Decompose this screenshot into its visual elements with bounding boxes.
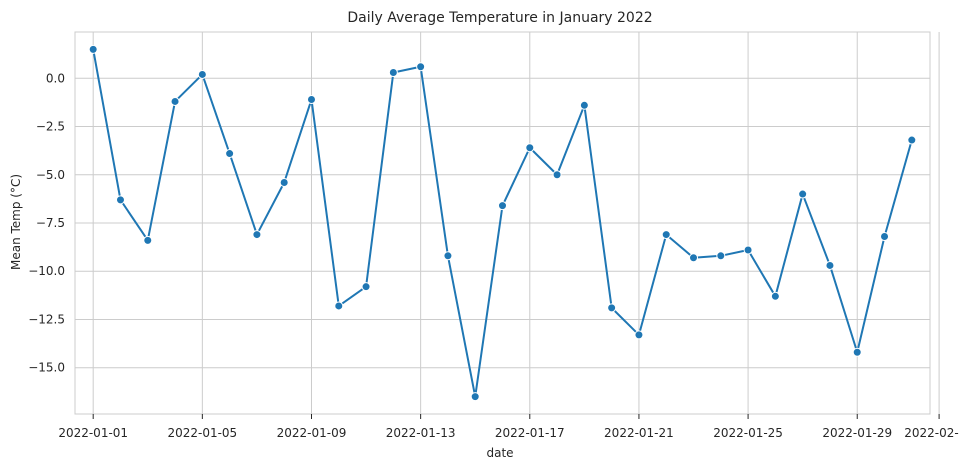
data-point xyxy=(798,189,808,199)
x-tick-label: 2022-01-21 xyxy=(604,426,674,440)
data-point xyxy=(852,347,862,357)
grid xyxy=(75,32,940,414)
y-tick-label: −15.0 xyxy=(28,361,65,375)
data-point xyxy=(634,330,644,340)
data-point xyxy=(225,149,235,159)
x-axis-label: date xyxy=(486,446,513,460)
y-axis-ticks: 0.0 −2.5 −5.0 −7.5 −10.0 −12.5 −15.0 xyxy=(28,71,65,374)
data-point xyxy=(552,170,562,180)
x-tick-label: 2022-01-17 xyxy=(495,426,565,440)
plot-frame xyxy=(74,31,931,415)
x-tick-label: 2022-01-29 xyxy=(822,426,892,440)
data-point xyxy=(252,230,262,240)
data-point xyxy=(825,260,835,270)
data-point xyxy=(279,177,289,187)
x-axis-ticks: 2022-01-01 2022-01-05 2022-01-09 2022-01-13… xyxy=(58,414,959,440)
chart-title: Daily Average Temperature in January 202… xyxy=(347,10,652,26)
data-point xyxy=(743,245,753,255)
data-point xyxy=(443,251,453,261)
data-point xyxy=(361,282,371,292)
data-point xyxy=(607,303,617,313)
data-point xyxy=(388,68,398,78)
series xyxy=(88,44,917,402)
data-point xyxy=(306,95,316,105)
data-point xyxy=(470,392,480,402)
data-point xyxy=(907,135,917,145)
y-tick-label: −5.0 xyxy=(36,168,65,182)
data-point xyxy=(498,201,507,211)
data-point xyxy=(716,251,726,261)
y-tick-label: −7.5 xyxy=(36,216,65,230)
x-tick-label: 2022-01-05 xyxy=(167,426,237,440)
data-point xyxy=(880,232,890,242)
y-tick-label: −10.0 xyxy=(28,264,65,278)
data-point xyxy=(197,69,207,79)
data-point xyxy=(416,62,426,72)
data-point xyxy=(689,253,699,263)
data-point xyxy=(170,96,180,106)
y-tick-label: 0.0 xyxy=(46,71,65,85)
data-point xyxy=(88,44,98,54)
data-point xyxy=(334,301,344,311)
x-tick-label: 2022-01-09 xyxy=(277,426,347,440)
x-tick-label: 2022-01-25 xyxy=(713,426,783,440)
y-axis-label: Mean Temp (°C) xyxy=(9,174,23,270)
data-point xyxy=(525,143,535,153)
data-point xyxy=(115,195,125,205)
x-tick-label: 2022-01-13 xyxy=(386,426,456,440)
data-point xyxy=(770,291,780,301)
data-point xyxy=(143,235,153,245)
data-point xyxy=(661,230,671,240)
data-point xyxy=(579,100,589,110)
x-tick-label: 2022-02-01 xyxy=(904,426,959,440)
y-tick-label: −2.5 xyxy=(36,120,65,134)
x-tick-label: 2022-01-01 xyxy=(58,426,128,440)
y-tick-label: −12.5 xyxy=(28,312,65,326)
